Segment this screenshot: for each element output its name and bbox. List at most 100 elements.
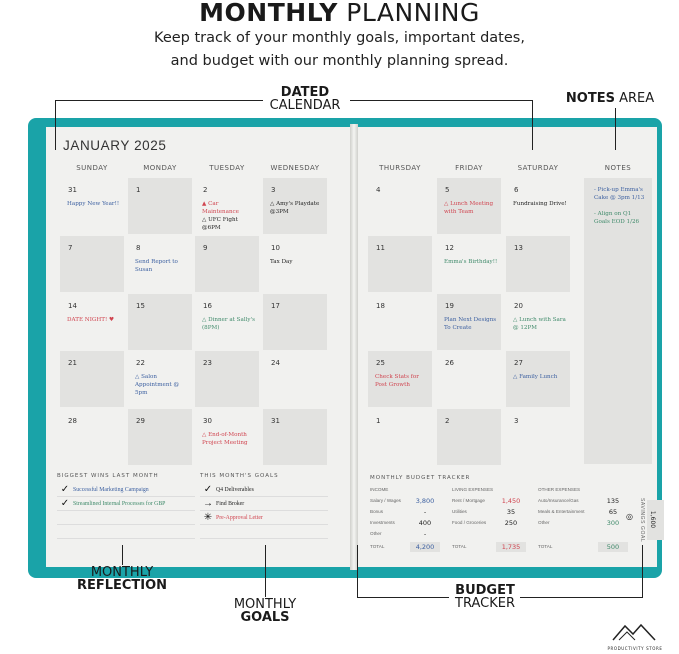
day-number: 1 [376, 417, 381, 425]
check-icon: ✓ [203, 483, 213, 495]
calendar-day-cell[interactable]: 12 Emma's Birthday!! [437, 236, 501, 292]
event-list: DATE NIGHT! ♥ [67, 316, 122, 324]
notes-header: NOTES [604, 164, 632, 172]
budget-total-label: TOTAL [370, 544, 385, 549]
calendar-day-cell[interactable]: 7 [60, 236, 124, 292]
wins-item-empty [57, 525, 195, 539]
calendar-day-cell[interactable]: 18 [368, 294, 432, 350]
day-number: 17 [271, 302, 280, 310]
goal-item: ✓ Q4 Deliverables [200, 483, 328, 497]
budget-row-value: 135 [606, 497, 620, 505]
day-number: 19 [445, 302, 454, 310]
day-number: 5 [445, 186, 450, 194]
calendar-event: △ Dinner at Sally's (8PM) [202, 317, 255, 331]
wins-item: ✓ Streamlined Internal Processes for GBP [57, 497, 195, 511]
day-number: 16 [203, 302, 212, 310]
calendar-day-cell[interactable]: 6 Fundraising Drive! [506, 178, 570, 234]
budget-row-label: Other [538, 520, 550, 525]
calendar-day-cell[interactable]: 11 [368, 236, 432, 292]
day-number: 2 [445, 417, 450, 425]
day-header: THURSDAY [379, 164, 421, 172]
day-number: 24 [271, 359, 280, 367]
day-header: WEDNESDAY [270, 164, 320, 172]
calendar-day-cell[interactable]: 31 [263, 409, 327, 465]
budget-row-value: 300 [606, 519, 620, 527]
budget-row-label: Salary / Wages [370, 498, 401, 503]
calendar-day-cell[interactable]: 13 [506, 236, 570, 292]
calendar-day-cell[interactable]: 26 [437, 351, 501, 407]
subtitle-line-1: Keep track of your monthly goals, import… [154, 30, 525, 46]
day-number: 23 [203, 359, 212, 367]
calendar-day-cell[interactable]: 3 △ Amy's Playdate @3PM [263, 178, 327, 234]
goal-item-text: Q4 Deliverables [216, 486, 254, 493]
wins-item: ✓ Successful Marketing Campaign [57, 483, 195, 497]
calendar-day-cell[interactable]: 15 [128, 294, 192, 350]
callout-line [55, 100, 56, 150]
calendar-day-cell[interactable]: 24 [263, 351, 327, 407]
calendar-day-cell[interactable]: 17 [263, 294, 327, 350]
calendar-day-cell[interactable]: 25 Check Stats for Post Growth [368, 351, 432, 407]
calendar-day-cell[interactable]: 29 [128, 409, 192, 465]
calendar-day-cell[interactable]: 5 △ Lunch Meeting with Team [437, 178, 501, 234]
budget-row-value: - [423, 530, 427, 538]
calendar-day-cell[interactable]: 10 Tax Day [263, 236, 327, 292]
goal-item-empty [200, 525, 328, 539]
day-number: 11 [376, 244, 385, 252]
calendar-day-cell[interactable]: 3 [506, 409, 570, 465]
calendar-day-cell[interactable]: 1 [128, 178, 192, 234]
event-list: Check Stats for Post Growth [375, 373, 430, 389]
budget-row-value: 65 [608, 508, 618, 516]
calendar-day-cell[interactable]: 27 △ Family Lunch [506, 351, 570, 407]
notes-area: - Pick-up Emma's Cake @ 3pm 1/13 - Align… [584, 178, 652, 464]
subtitle-line-2: and budget with our monthly planning spr… [170, 53, 509, 69]
calendar-event: △ Lunch Meeting with Team [444, 201, 494, 215]
goals-list: ✓ Q4 Deliverables → Find Broker ✳ Pre-Appro… [200, 483, 328, 539]
calendar-day-cell[interactable]: 8 Send Report to Susan [128, 236, 192, 292]
day-header: FRIDAY [455, 164, 483, 172]
mountain-logo-icon [612, 623, 656, 641]
calendar-day-cell[interactable]: 1 [368, 409, 432, 465]
budget-row-value: 400 [418, 519, 432, 527]
event-list: Send Report to Susan [135, 258, 190, 274]
day-number: 29 [136, 417, 145, 425]
day-header: MONDAY [143, 164, 177, 172]
day-number: 20 [514, 302, 523, 310]
day-number: 3 [271, 186, 276, 194]
event-list: △ Lunch with Sara @ 12PM [513, 316, 568, 332]
callout-line [350, 100, 532, 101]
calendar-day-cell[interactable]: 23 [195, 351, 259, 407]
day-number: 21 [68, 359, 77, 367]
calendar-event: Happy New Year!! [67, 201, 120, 207]
day-number: 26 [445, 359, 454, 367]
callout-line [265, 545, 266, 597]
calendar-day-cell[interactable]: 9 [195, 236, 259, 292]
event-list: △ Family Lunch [513, 373, 568, 381]
calendar-day-cell[interactable]: 22 △ Salon Appointment @ 5pm [128, 351, 192, 407]
callout-dated-calendar: DATED CALENDAR [269, 85, 341, 113]
calendar-day-cell[interactable]: 31 Happy New Year!! [60, 178, 124, 234]
callout-line [55, 100, 263, 101]
calendar-day-cell[interactable]: 21 [60, 351, 124, 407]
budget-row-label: Utilities [452, 509, 467, 514]
event-list: ▲ Car Maintenance △ UFC Fight @6PM [202, 200, 257, 232]
day-number: 27 [514, 359, 523, 367]
calendar-day-cell[interactable]: 2 [437, 409, 501, 465]
event-list: Emma's Birthday!! [444, 258, 499, 266]
callout-line [532, 100, 533, 150]
calendar-day-cell[interactable]: 16 △ Dinner at Sally's (8PM) [195, 294, 259, 350]
callout-line [642, 545, 643, 598]
day-number: 9 [203, 244, 208, 252]
event-list: Happy New Year!! [67, 200, 122, 208]
calendar-day-cell[interactable]: 19 Plan Next Designs To Create [437, 294, 501, 350]
page-title: MONTHLY PLANNING [199, 0, 480, 27]
calendar-day-cell[interactable]: 30 △ End-of-Month Project Meeting [195, 409, 259, 465]
calendar-day-cell[interactable]: 28 [60, 409, 124, 465]
goal-item: → Find Broker [200, 497, 328, 511]
goals-title: THIS MONTH'S GOALS [200, 473, 279, 479]
wins-title: BIGGEST WINS LAST MONTH [57, 473, 159, 479]
calendar-day-cell[interactable]: 20 △ Lunch with Sara @ 12PM [506, 294, 570, 350]
calendar-day-cell[interactable]: 2 ▲ Car Maintenance △ UFC Fight @6PM [195, 178, 259, 234]
budget-row-label: Investments [370, 520, 395, 525]
calendar-day-cell[interactable]: 14 DATE NIGHT! ♥ [60, 294, 124, 350]
calendar-day-cell[interactable]: 4 [368, 178, 432, 234]
